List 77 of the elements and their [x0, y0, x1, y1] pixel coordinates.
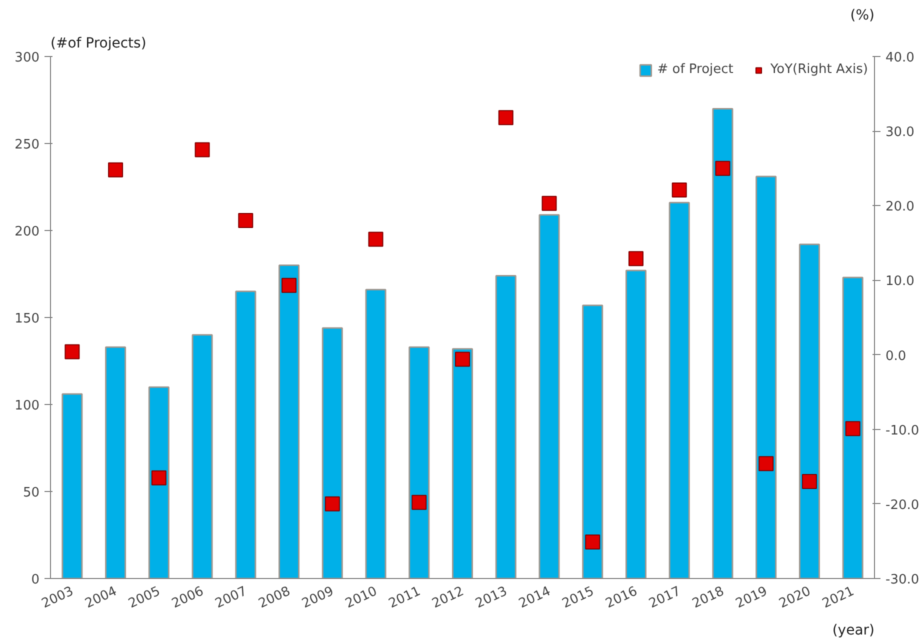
- y-tick-label: 100: [14, 398, 40, 414]
- legend-label: YoY(Right Axis): [770, 62, 868, 77]
- bar: [538, 214, 560, 578]
- point: [758, 456, 774, 472]
- point: [324, 496, 340, 512]
- x-tick-label: 2012: [430, 584, 466, 612]
- x-axis-title: (year): [832, 622, 875, 638]
- y-tick-label: 200: [14, 224, 40, 240]
- point: [64, 344, 80, 360]
- x-tick-label: 2006: [170, 584, 206, 612]
- bar: [408, 346, 430, 578]
- x-tick-label: 2003: [40, 584, 76, 612]
- point: [108, 162, 124, 178]
- point: [585, 534, 600, 550]
- bar: [62, 393, 83, 578]
- y-tick-label: 150: [14, 312, 40, 326]
- bar: [495, 274, 516, 578]
- point: [672, 182, 687, 198]
- bar: [668, 202, 690, 578]
- point: [542, 196, 557, 211]
- x-tick-label: 2011: [386, 584, 423, 612]
- point: [802, 474, 817, 490]
- x-tick-label: 2020: [776, 584, 814, 612]
- point: [845, 421, 860, 436]
- y2-tick-label: -10.0: [886, 423, 920, 438]
- y2-tick-label: 10.0: [886, 274, 914, 290]
- point: [194, 142, 210, 158]
- bar: [192, 334, 213, 578]
- bar: [452, 348, 474, 578]
- y-tick-label: 0: [31, 572, 40, 588]
- bar: [278, 264, 300, 578]
- point: [498, 110, 514, 126]
- point: [412, 494, 427, 510]
- x-tick-label: 2014: [516, 584, 554, 612]
- x-tick-label: 2008: [256, 584, 293, 612]
- point: [238, 213, 254, 228]
- x-tick-label: 2013: [473, 584, 510, 612]
- bar: [798, 244, 820, 578]
- x-tick-label: 2015: [560, 584, 596, 612]
- point: [151, 470, 166, 486]
- x-tick-label: 2004: [83, 584, 120, 612]
- y2-axis-title: (%): [850, 8, 875, 24]
- x-tick-label: 2005: [126, 584, 163, 612]
- bar: [712, 108, 734, 578]
- x-tick-label: 2017: [646, 584, 684, 612]
- x-tick-label: 2021: [820, 584, 857, 612]
- point: [628, 251, 644, 266]
- bar: [322, 327, 343, 578]
- bar: [148, 386, 170, 578]
- x-tick-label: 2010: [343, 584, 380, 612]
- y2-tick-label: 0.0: [886, 348, 906, 364]
- point: [715, 160, 730, 176]
- bar: [365, 288, 386, 578]
- y2-tick-label: 20.0: [886, 200, 914, 215]
- y2-tick-label: 40.0: [886, 50, 914, 66]
- bar: [105, 346, 126, 578]
- y-tick-label: 250: [14, 138, 40, 152]
- y-tick-label: 50: [22, 486, 40, 500]
- y2-tick-label: -20.0: [886, 498, 920, 513]
- bar: [235, 290, 256, 578]
- x-tick-label: 2018: [690, 584, 727, 612]
- y2-tick-label: -30.0: [886, 572, 920, 588]
- bar: [582, 304, 604, 578]
- point: [282, 278, 297, 293]
- y2-tick-label: 30.0: [886, 125, 914, 140]
- bar: [842, 276, 864, 578]
- point: [368, 232, 384, 247]
- x-tick-label: 2019: [734, 584, 770, 612]
- x-tick-label: 2007: [213, 584, 250, 612]
- point: [455, 352, 470, 367]
- legend-label: # of Project: [657, 62, 734, 77]
- x-tick-label: 2009: [300, 584, 336, 612]
- bar: [625, 270, 646, 578]
- x-tick-label: 2016: [603, 584, 640, 612]
- y-tick-label: 300: [14, 50, 40, 66]
- y-axis-title: (#of Projects): [50, 36, 146, 52]
- bar: [756, 176, 777, 578]
